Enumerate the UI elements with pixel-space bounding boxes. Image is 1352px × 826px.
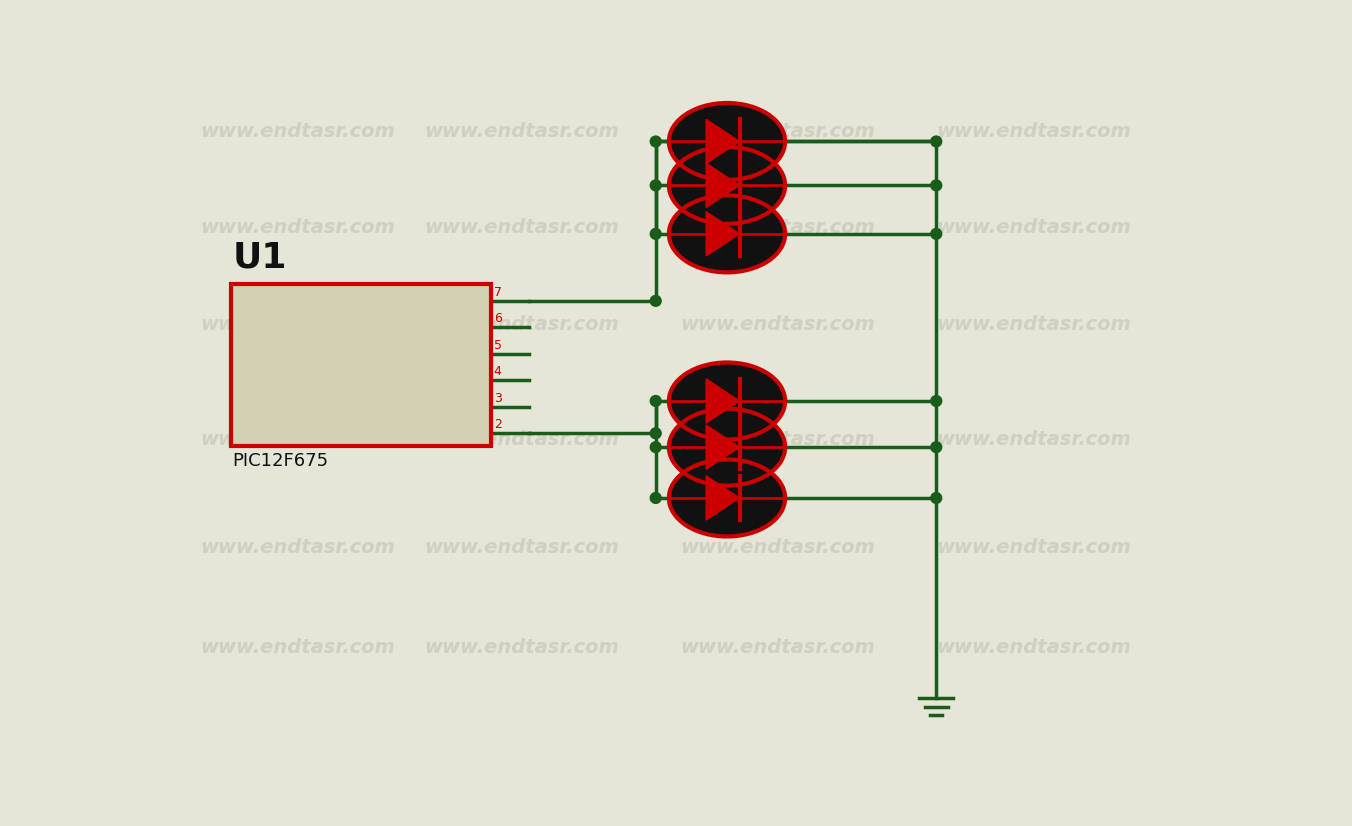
Text: www.endtasr.com: www.endtasr.com (680, 430, 875, 449)
Text: www.endtasr.com: www.endtasr.com (680, 638, 875, 657)
Text: www.endtasr.com: www.endtasr.com (200, 638, 395, 657)
Circle shape (930, 229, 942, 240)
Text: www.endtasr.com: www.endtasr.com (425, 430, 619, 449)
Polygon shape (706, 119, 740, 164)
Text: www.endtasr.com: www.endtasr.com (936, 430, 1132, 449)
Text: www.endtasr.com: www.endtasr.com (200, 315, 395, 334)
Text: 3: 3 (493, 392, 502, 405)
Text: www.endtasr.com: www.endtasr.com (425, 122, 619, 141)
Text: 2: 2 (493, 418, 502, 431)
Ellipse shape (669, 459, 786, 536)
Bar (231, 284, 491, 445)
Circle shape (650, 296, 661, 306)
Text: PIC12F675: PIC12F675 (233, 452, 329, 470)
Text: www.endtasr.com: www.endtasr.com (200, 538, 395, 557)
Text: www.endtasr.com: www.endtasr.com (425, 315, 619, 334)
Text: www.endtasr.com: www.endtasr.com (680, 218, 875, 237)
Circle shape (930, 180, 942, 191)
Circle shape (930, 136, 942, 147)
Text: 7: 7 (493, 286, 502, 298)
Text: www.endtasr.com: www.endtasr.com (425, 218, 619, 237)
Circle shape (650, 428, 661, 439)
Text: www.endtasr.com: www.endtasr.com (200, 122, 395, 141)
Circle shape (650, 442, 661, 453)
Text: GP3/$\overline{\rm MCLR}$: GP3/$\overline{\rm MCLR}$ (410, 371, 483, 390)
Text: U1: U1 (233, 240, 287, 275)
Text: 5: 5 (493, 339, 502, 352)
Text: 6: 6 (493, 312, 502, 325)
Text: GP5/T1CKI/OSC1: GP5/T1CKI/OSC1 (368, 426, 483, 440)
Text: www.endtasr.com: www.endtasr.com (936, 538, 1132, 557)
Text: www.endtasr.com: www.endtasr.com (936, 122, 1132, 141)
Circle shape (650, 136, 661, 147)
Polygon shape (706, 164, 740, 207)
Text: www.endtasr.com: www.endtasr.com (936, 315, 1132, 334)
Circle shape (930, 492, 942, 503)
Polygon shape (706, 425, 740, 469)
Text: www.endtasr.com: www.endtasr.com (936, 218, 1132, 237)
Ellipse shape (669, 196, 786, 273)
Text: www.endtasr.com: www.endtasr.com (425, 638, 619, 657)
Text: www.endtasr.com: www.endtasr.com (200, 430, 395, 449)
Text: GP0/AN0: GP0/AN0 (422, 294, 483, 308)
Circle shape (650, 180, 661, 191)
Polygon shape (706, 476, 740, 520)
Text: www.endtasr.com: www.endtasr.com (680, 315, 875, 334)
Text: GP2/T0CKI/$\overline{\rm INT}$/AN2: GP2/T0CKI/$\overline{\rm INT}$/AN2 (349, 344, 483, 363)
Ellipse shape (669, 103, 786, 180)
Text: GP4/$\overline{\rm T1G}$/OSC2/AN3: GP4/$\overline{\rm T1G}$/OSC2/AN3 (345, 397, 483, 416)
Ellipse shape (669, 409, 786, 486)
Ellipse shape (669, 147, 786, 224)
Ellipse shape (669, 363, 786, 439)
Text: www.endtasr.com: www.endtasr.com (680, 122, 875, 141)
Circle shape (930, 396, 942, 406)
Polygon shape (706, 379, 740, 423)
Circle shape (650, 492, 661, 503)
Text: www.endtasr.com: www.endtasr.com (425, 538, 619, 557)
Text: 4: 4 (493, 365, 502, 378)
Text: GP1/AN1/VREF: GP1/AN1/VREF (381, 320, 483, 335)
Circle shape (930, 442, 942, 453)
Text: www.endtasr.com: www.endtasr.com (200, 218, 395, 237)
Polygon shape (706, 211, 740, 256)
Text: www.endtasr.com: www.endtasr.com (936, 638, 1132, 657)
Text: www.endtasr.com: www.endtasr.com (680, 538, 875, 557)
Circle shape (650, 229, 661, 240)
Circle shape (650, 396, 661, 406)
